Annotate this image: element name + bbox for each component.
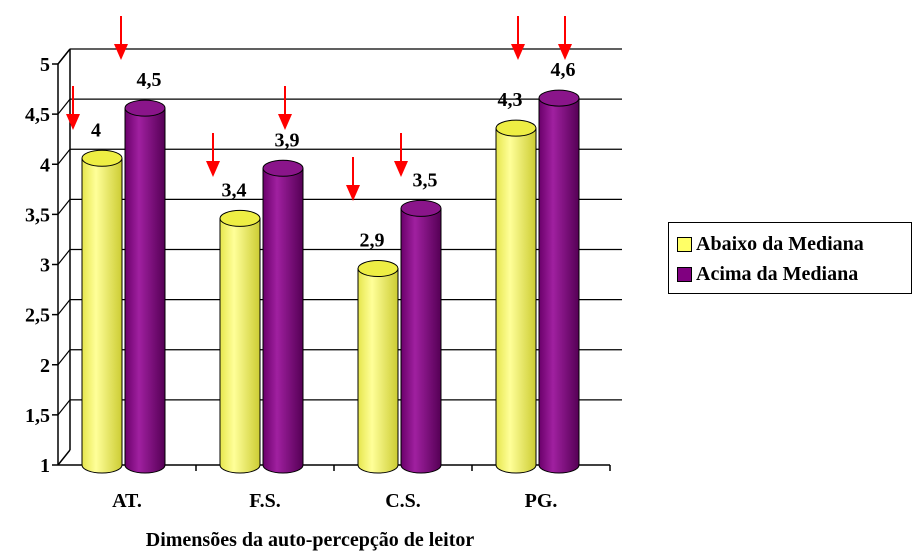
legend-swatch-purple [677, 266, 692, 282]
gridline-depth [57, 148, 71, 165]
data-label: 4,6 [551, 59, 576, 81]
data-label: 4,5 [137, 69, 162, 91]
gridline-depth [57, 399, 71, 416]
data-label: 2,9 [360, 230, 385, 252]
red-arrow-head [346, 185, 360, 201]
gridline-depth [57, 249, 71, 265]
bar-acima [124, 99, 166, 474]
red-arrow-head [511, 44, 525, 60]
x-tick-label: AT. [112, 490, 142, 512]
red-arrow-head [558, 44, 572, 60]
gridline-depth [57, 98, 71, 115]
x-axis-title: Dimensões da auto-percepção de leitor [146, 529, 475, 551]
bar-body [400, 207, 442, 474]
bar-acima [400, 199, 442, 474]
data-label: 3,5 [413, 169, 438, 191]
legend: Abaixo da Mediana Acima da Mediana [668, 222, 912, 294]
legend-label-abaixo: Abaixo da Mediana [696, 232, 864, 255]
bar-body [538, 97, 580, 474]
bar-body [357, 268, 399, 474]
bar-top [495, 119, 537, 137]
data-label: 3,9 [275, 129, 300, 151]
bar-top [262, 159, 304, 177]
red-arrow-head [278, 114, 292, 130]
y-tick-label: 3,5 [25, 204, 50, 226]
gridline-depth [57, 349, 71, 366]
bar-body [262, 167, 304, 474]
red-arrow-head [206, 161, 220, 177]
bar-acima [538, 89, 580, 474]
bar-abaixo [81, 149, 123, 474]
bar-top [81, 149, 123, 167]
bar-top [357, 260, 399, 278]
x-tick-label: C.S. [385, 490, 421, 512]
axes: 1 1,5 2 2,5 3 3,5 4 4,5 5 AT. F.S. C.S. PG. [25, 48, 611, 512]
bar-body [219, 217, 261, 474]
bar-top [538, 89, 580, 107]
y-tick-label: 3 [40, 255, 50, 277]
x-tick-label: PG. [525, 490, 558, 512]
wall-edge-bottom [57, 449, 71, 466]
y-tick-label: 2,5 [25, 305, 50, 327]
y-tick-label: 1,5 [25, 405, 50, 427]
y-tick-label: 2 [40, 355, 50, 377]
y-tick-label: 1 [40, 455, 50, 477]
gridline-depth [57, 48, 71, 65]
bars [81, 89, 580, 474]
gridline-depth [57, 299, 71, 315]
bar-acima [262, 159, 304, 474]
bar-body [81, 157, 123, 474]
bar-abaixo [495, 119, 537, 474]
data-label: 3,4 [222, 179, 247, 201]
bar-body [124, 107, 166, 474]
gridline-depth [57, 199, 71, 215]
legend-item-acima: Acima da Mediana [677, 263, 858, 285]
red-arrow-head [394, 161, 408, 177]
y-tick-label: 5 [40, 54, 50, 76]
legend-item-abaixo: Abaixo da Mediana [677, 233, 864, 255]
bar-top [219, 209, 261, 227]
legend-swatch-yellow [677, 236, 692, 252]
data-labels: 4 4,5 3,4 3,9 2,9 3,5 4,3 4,6 [91, 59, 576, 251]
y-tick-label: 4 [40, 154, 50, 176]
bar-body [495, 127, 537, 474]
bar-top [124, 99, 166, 117]
data-label: 4 [91, 119, 101, 141]
x-tick-label: F.S. [249, 490, 281, 512]
bar-abaixo [357, 260, 399, 474]
bar-top [400, 199, 442, 217]
y-tick-label: 4,5 [25, 104, 50, 126]
bar-abaixo [219, 209, 261, 474]
red-arrow-head [66, 114, 80, 130]
annotation-arrows [66, 16, 572, 201]
legend-label-acima: Acima da Mediana [696, 262, 859, 285]
red-arrow-head [114, 44, 128, 60]
data-label: 4,3 [498, 89, 523, 111]
